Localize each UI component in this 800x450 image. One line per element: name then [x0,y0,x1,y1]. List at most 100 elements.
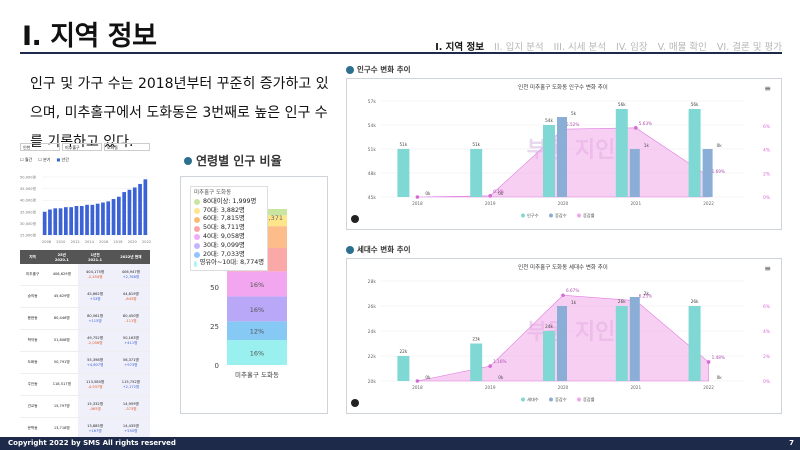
mini-bar [74,206,79,235]
legend-label: 증감수 [555,396,567,403]
table-cell: 406,947명 +2,768명 [111,264,150,286]
main-bar [688,109,701,197]
mini-population-chart: 50,000명 45,000명 40,000명 35,000명 30,000명 25,00… [20,175,151,245]
chart-title: 인천 미추홀구 도화동 세대수 변화 추이 [518,263,608,271]
table-row: 숭의동 45,629명 45,662명 +33명 44,819명 -843명 [20,285,150,308]
region-select-district[interactable]: 미추홀구 [62,143,102,151]
table-cell: 14,435명 +550명 [111,417,150,440]
legend-item: 60대: 7,815명 [194,215,264,224]
mini-bar [95,203,100,235]
intro-text: 인구 및 가구 수는 2018년부터 꾸준히 증가하고 있으며, 미추홀구에서 … [30,76,329,150]
table-cell: 학익동 [20,329,46,352]
check-monthly[interactable]: ☐ 월간 [20,157,33,162]
age-segment [227,321,287,341]
main-bar [543,125,555,197]
right-tick: 0% [763,379,771,385]
delta-bar-label: 0k [498,191,504,196]
mini-bar [85,204,89,235]
legend-item: 50대: 8,711명 [194,224,264,233]
age-segment-label: 16% [250,306,264,314]
dashboard-panel: 인천 미추홀구 도화동 ☐ 월간 ☐ 분기 ■ 년간 50,000명 45,000… [20,143,152,413]
right-tick: 0% [763,195,771,201]
main-bar [470,149,483,197]
mini-bar [138,183,142,235]
table-cell: 50,163명 +411명 [111,329,150,352]
x-tick: 2021 [630,385,641,390]
table-cell: 14,959명 -373명 [111,395,150,418]
legend-swatch [549,213,553,218]
table-cell: 15,797명 [45,395,79,418]
mini-ytick: 45,000명 [20,186,36,191]
mini-bar [48,209,52,235]
age-ytick: 0 [215,362,219,370]
check-yearly[interactable]: ■ 년간 [56,157,69,162]
x-tick: 2018 [412,385,423,390]
mini-bar [64,207,68,235]
mini-xtick: 2022 [142,240,151,244]
mini-bar [143,179,148,235]
nav-item-6[interactable]: VI. 결론 및 평가 [716,42,782,53]
rate-label: 5.52% [566,122,579,127]
legend-label: 증감률 [583,212,595,218]
x-tick: 2022 [703,385,714,390]
rate-point [415,195,420,199]
delta-bar [629,297,640,381]
table-row: 도화동 50,791명 55,398명 +4,607명 56,371명 +973명 [20,351,150,374]
home-icon [346,65,354,74]
mini-ytick: 40,000명 [20,198,36,203]
region-select-dong[interactable]: 도화동 [104,143,150,151]
region-select-city[interactable]: 인천 [20,143,60,151]
table-cell: 용현동 [20,307,46,330]
right-tick: 2% [763,354,771,360]
delta-bar [557,117,567,197]
age-ytick: 50 [210,284,219,292]
delta-bar [629,149,640,197]
table-cell: 숭의동 [20,285,46,308]
main-bar-label: 56k [618,102,626,107]
main-bar-label: 26k [618,299,626,304]
main-bar-label: 56k [691,102,699,107]
right-tick: 6% [763,304,771,310]
table-cell: 주안동 [20,373,46,396]
legend-item: 40대: 9,058명 [194,233,264,242]
table-header: 지역 [20,250,46,264]
table-cell: 45,662명 +33명 [78,285,112,308]
nav-item-5[interactable]: V. 매물 확인 [657,42,707,53]
main-bar [470,343,483,381]
mini-bar [106,201,111,235]
nav-item-1[interactable]: I. 지역 정보 [435,42,484,53]
nav-item-4[interactable]: IV. 임장 [616,42,648,53]
mini-xtick: 2020 [128,240,138,244]
mini-bar [117,196,121,235]
mini-xtick: 2008 [42,240,52,244]
x-tick: 2018 [412,201,423,206]
y-tick: 22k [368,354,377,360]
delta-bar [557,306,567,381]
check-quarterly[interactable]: ☐ 분기 [38,157,51,162]
table-cell: 15,332명 -465명 [78,395,112,418]
age-segment-label: 16% [250,281,264,289]
delta-bar-label: 0k [717,143,723,148]
page-number: 7 [789,439,794,447]
population-chart: 인천 미추홀구 도화동 인구수 변화 추이 ≡ 57k 54k 51k 48k 45k 6% 4… [351,83,771,223]
table-cell: 115,752명 +2,172명 [111,373,150,396]
rate-point [415,379,420,383]
main-bar [615,306,628,381]
right-tick: 6% [763,124,771,130]
mini-ytick: 50,000명 [20,175,36,180]
household-chart: 인천 미추홀구 도화동 세대수 변화 추이 ≡ 28k 26k 24k 22k 20k 6% 4… [351,263,771,407]
rate-point [634,126,638,130]
mini-ytick: 30,000명 [20,221,36,226]
table-row: 주안동 118,517명 113,580명 -4,937명 115,752명 +2,172… [20,373,150,396]
mini-bar [127,189,132,235]
rate-label: 5.63% [639,121,652,126]
nav-item-3[interactable]: III. 시세 분석 [553,42,606,53]
table-cell: 55,398명 +4,607명 [78,351,112,374]
table-cell: 80,446명 [45,307,79,330]
nav-item-2[interactable]: II. 입지 분석 [493,42,544,53]
mini-bar [101,202,105,235]
table-cell: 80,561명 +115명 [78,307,112,330]
main-bar-label: 51k [400,142,408,147]
table-cell: 49,752명 -2,056명 [78,329,112,352]
title-divider [20,52,782,54]
